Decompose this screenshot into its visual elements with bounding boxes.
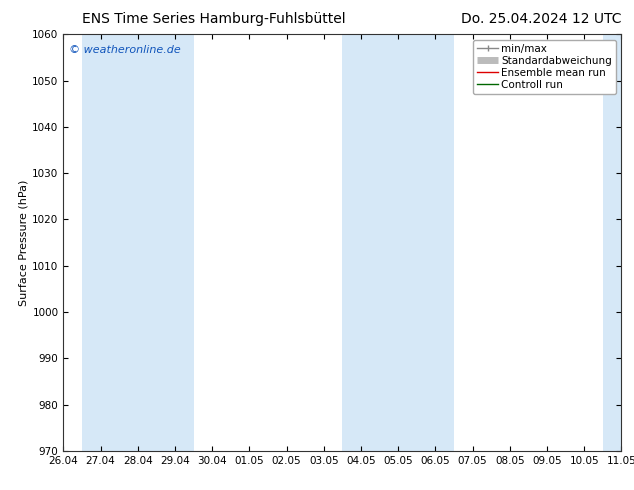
Bar	[603, 34, 634, 451]
Text: Do. 25.04.2024 12 UTC: Do. 25.04.2024 12 UTC	[461, 12, 621, 26]
Y-axis label: Surface Pressure (hPa): Surface Pressure (hPa)	[18, 179, 28, 306]
Text: © weatheronline.de: © weatheronline.de	[69, 45, 181, 55]
Text: ENS Time Series Hamburg-Fuhlsbüttel: ENS Time Series Hamburg-Fuhlsbüttel	[82, 12, 346, 26]
Bar	[82, 34, 193, 451]
Legend: min/max, Standardabweichung, Ensemble mean run, Controll run: min/max, Standardabweichung, Ensemble me…	[473, 40, 616, 94]
Bar	[342, 34, 454, 451]
